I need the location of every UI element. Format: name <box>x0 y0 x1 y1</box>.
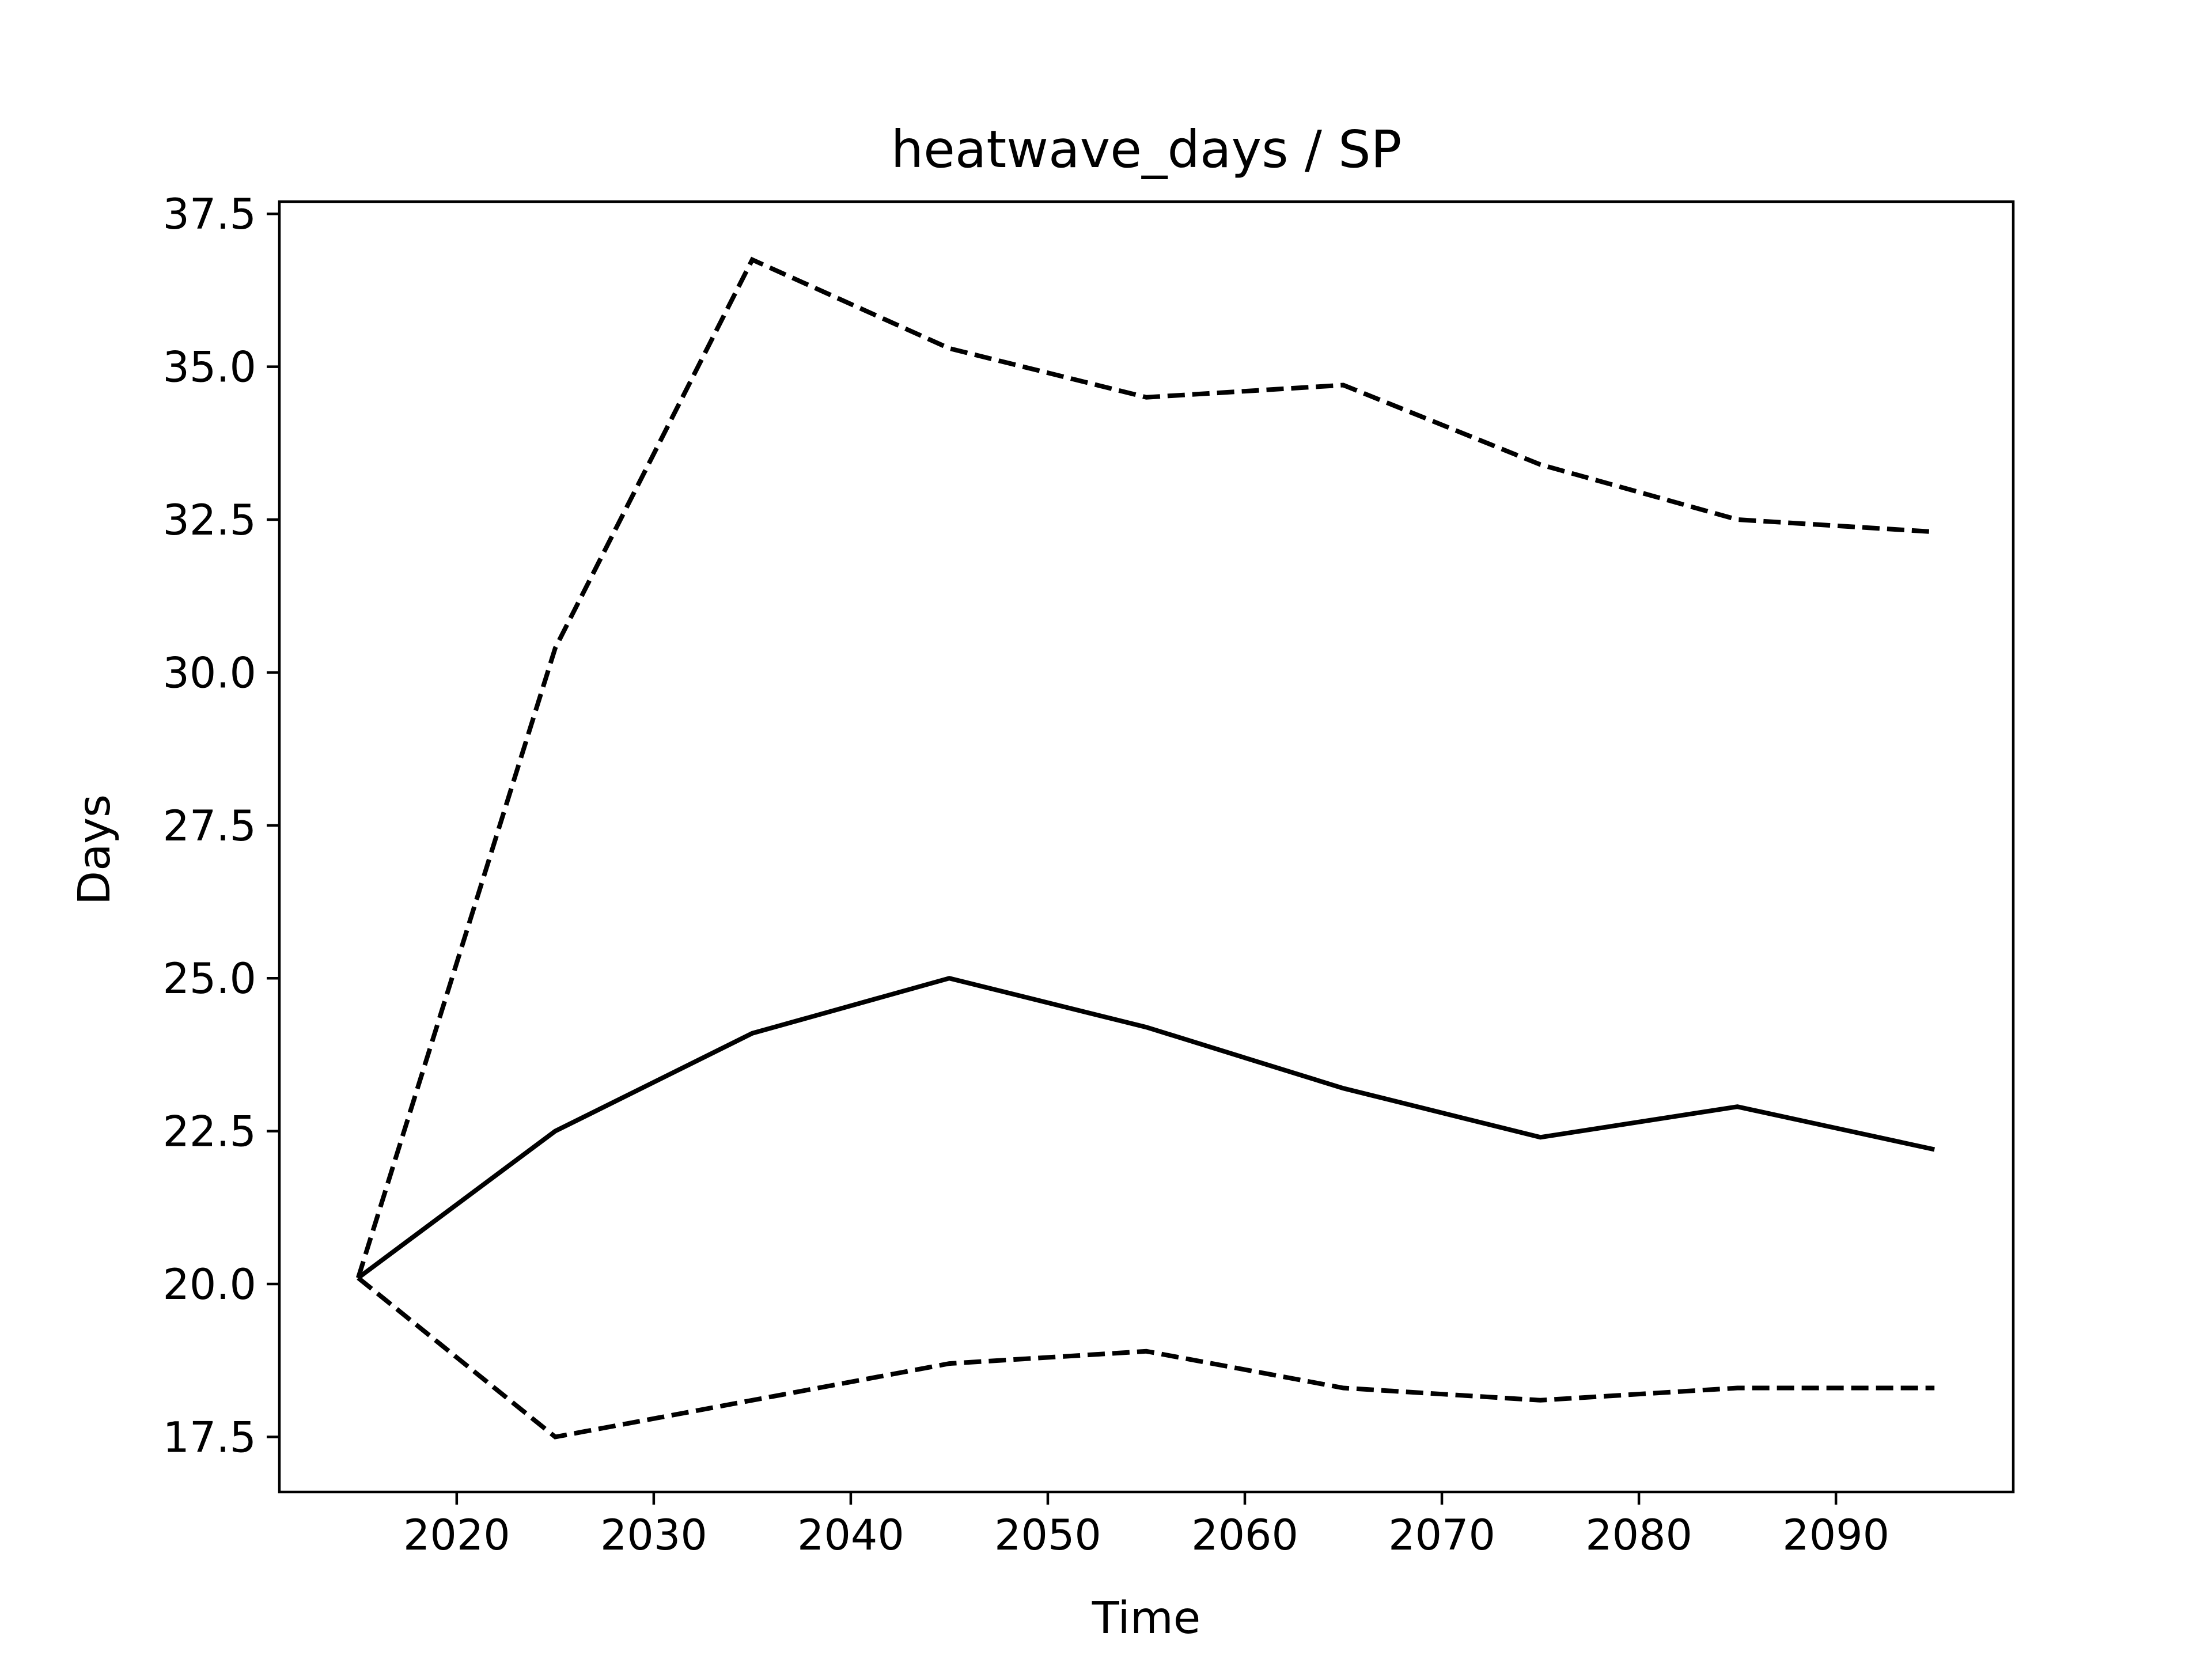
y-tick-label: 27.5 <box>162 802 256 851</box>
series-line-1 <box>355 256 1935 1279</box>
y-tick-label: 20.0 <box>162 1260 256 1309</box>
x-tick-label: 2090 <box>1782 1511 1889 1560</box>
y-axis-label: Days <box>69 794 120 905</box>
x-tick-label: 2060 <box>1191 1511 1298 1560</box>
x-tick-label: 2040 <box>797 1511 904 1560</box>
x-tick-label: 2070 <box>1388 1511 1495 1560</box>
x-tick-label: 2080 <box>1585 1511 1692 1560</box>
y-tick-label: 32.5 <box>162 496 256 545</box>
x-tick-label: 2020 <box>403 1511 510 1560</box>
x-tick-label: 2050 <box>994 1511 1101 1560</box>
y-tick-label: 35.0 <box>162 343 256 392</box>
x-axis-ticks: 2020 2030 2040 2050 2060 2070 2080 2090 <box>403 1492 1889 1560</box>
y-tick-label: 30.0 <box>162 649 256 698</box>
y-tick-label: 22.5 <box>162 1108 256 1157</box>
y-tick-label: 17.5 <box>162 1413 256 1462</box>
series-layer <box>355 256 1936 1440</box>
plot-frame <box>278 200 2015 1494</box>
x-tick-label: 2030 <box>600 1511 707 1560</box>
y-tick-label: 37.5 <box>162 190 256 239</box>
series-line-2 <box>357 976 1936 1280</box>
series-line-3 <box>357 1276 1935 1440</box>
y-tick-label: 25.0 <box>162 955 256 1003</box>
y-axis-ticks: 17.5 20.0 22.5 25.0 27.5 30.0 32.5 35.0 37.5 <box>162 190 279 1462</box>
x-axis-label: Time <box>1092 1593 1200 1644</box>
chart-title: heatwave_days / SP <box>891 119 1402 179</box>
